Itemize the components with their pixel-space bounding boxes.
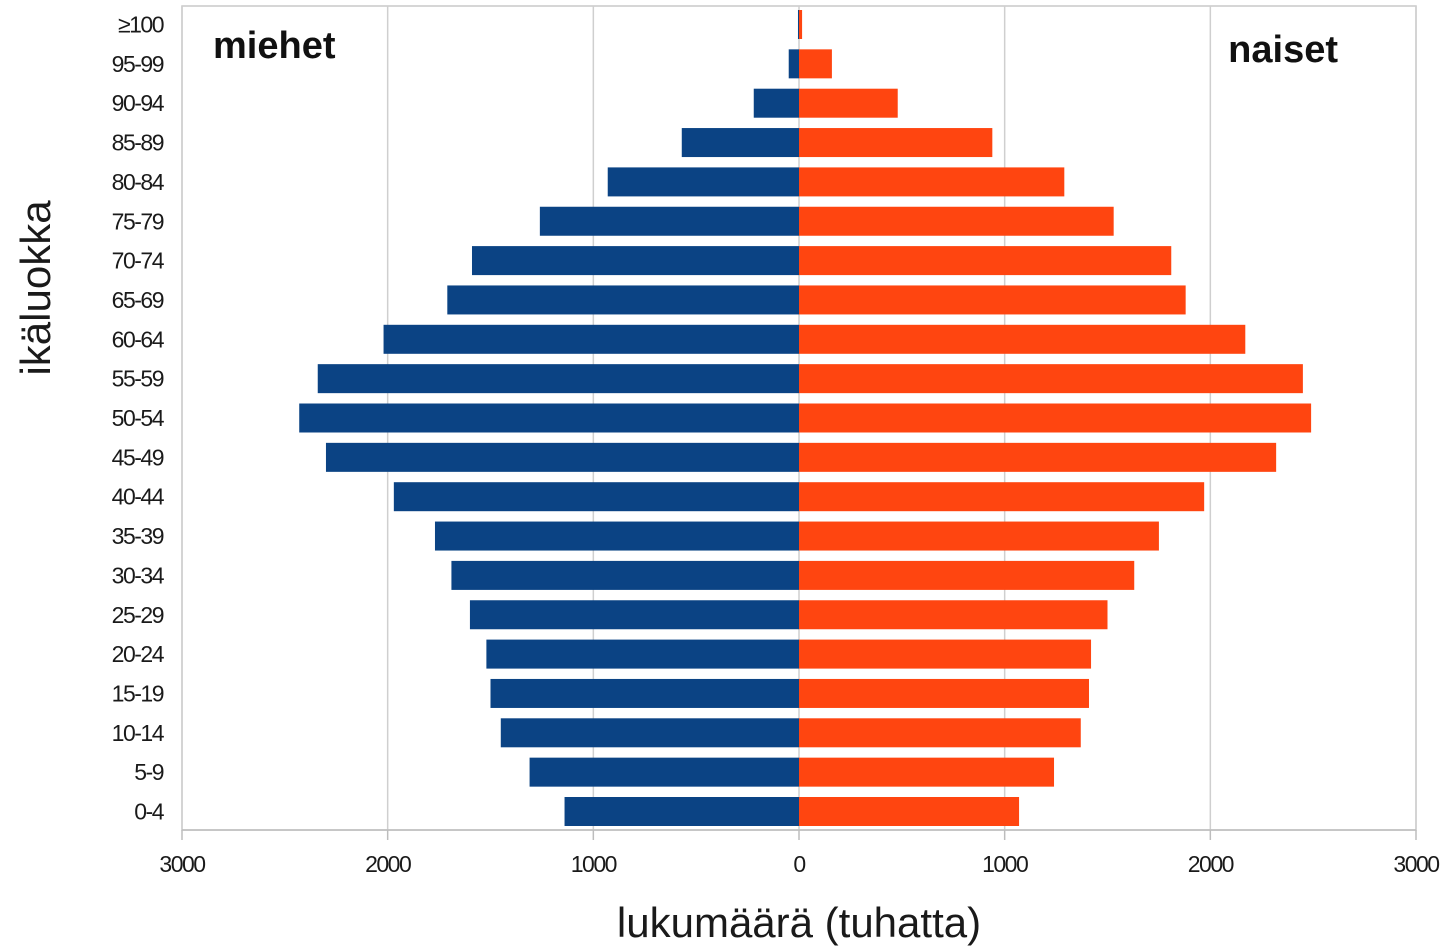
male-bar (434, 521, 799, 551)
male-bar (797, 10, 799, 39)
x-tick-label: 3000 (1393, 851, 1439, 877)
y-tick-label: 10-14 (112, 720, 165, 746)
male-bar (383, 324, 799, 354)
female-bar (799, 403, 1312, 433)
y-tick-label: 75-79 (112, 208, 164, 234)
male-bar (471, 246, 799, 276)
y-axis-title: ikäluokka (12, 200, 59, 376)
x-axis-title: lukumäärä (tuhatta) (617, 899, 981, 946)
y-tick-label: 5-9 (134, 759, 163, 785)
male-bar (681, 128, 799, 158)
male-bar (500, 718, 799, 748)
labels: miehet naiset lukumäärä (tuhatta) ikäluo… (12, 25, 1338, 946)
female-bar (799, 246, 1172, 276)
male-bar (393, 482, 799, 512)
x-tick-label: 0 (793, 851, 805, 877)
male-bar (299, 403, 799, 433)
y-tick-label: 80-84 (112, 169, 165, 195)
y-tick-label: 20-24 (112, 641, 165, 667)
female-bar (799, 324, 1246, 354)
y-tick-label: 0-4 (134, 799, 164, 825)
male-bar (788, 49, 799, 79)
x-tick-label: 1000 (982, 851, 1028, 877)
y-tick-label: 35-39 (112, 523, 164, 549)
female-bar (799, 442, 1277, 472)
bars (299, 10, 1312, 826)
male-bar (325, 442, 799, 472)
male-bar (469, 600, 799, 630)
male-bar (753, 88, 799, 118)
y-tick-label: 65-69 (112, 287, 164, 313)
female-bar (799, 49, 832, 79)
female-bar (799, 560, 1135, 590)
female-bar (799, 600, 1108, 630)
female-bar (799, 482, 1205, 512)
female-bar (799, 88, 898, 118)
female-bar (799, 797, 1020, 826)
y-tick-label: 60-64 (112, 326, 165, 352)
y-tick-label: 85-89 (112, 130, 164, 156)
female-bar (799, 167, 1065, 197)
series-label-male: miehet (213, 25, 336, 67)
y-tick-label: 15-19 (112, 680, 164, 706)
male-bar (486, 639, 799, 669)
female-bar (799, 285, 1186, 315)
y-tick-label: ≥100 (118, 12, 164, 38)
female-bar (799, 718, 1081, 748)
female-bar (799, 10, 803, 39)
y-tick-label: 45-49 (112, 444, 164, 470)
male-bar (539, 206, 799, 236)
x-tick-label: 2000 (1188, 851, 1234, 877)
female-bar (799, 678, 1089, 708)
x-tick-label: 2000 (365, 851, 411, 877)
female-bar (799, 521, 1159, 551)
female-bar (799, 206, 1114, 236)
male-bar (529, 757, 799, 787)
axes: 3000 2000 1000 0 1000 2000 3000 0-4 5-9 10-14 15-1… (112, 12, 1441, 878)
male-bar (490, 678, 799, 708)
female-bar (799, 128, 993, 158)
male-bar (564, 797, 799, 826)
series-label-female: naiset (1228, 29, 1338, 71)
male-bar (451, 560, 799, 590)
y-tick-label: 50-54 (112, 405, 165, 431)
female-bar (799, 757, 1055, 787)
female-bar (799, 639, 1092, 669)
y-tick-label: 40-44 (112, 484, 165, 510)
male-bar (317, 364, 799, 394)
female-bar (799, 364, 1303, 394)
y-tick-label: 90-94 (112, 90, 165, 116)
y-tick-label: 25-29 (112, 602, 164, 628)
y-tick-label: 30-34 (112, 562, 165, 588)
y-tick-label: 70-74 (112, 248, 165, 274)
y-tick-label: 95-99 (112, 51, 164, 77)
male-bar (607, 167, 799, 197)
y-tick-label: 55-59 (112, 366, 164, 392)
male-bar (447, 285, 799, 315)
x-tick-label: 3000 (159, 851, 205, 877)
x-tick-label: 1000 (571, 851, 617, 877)
